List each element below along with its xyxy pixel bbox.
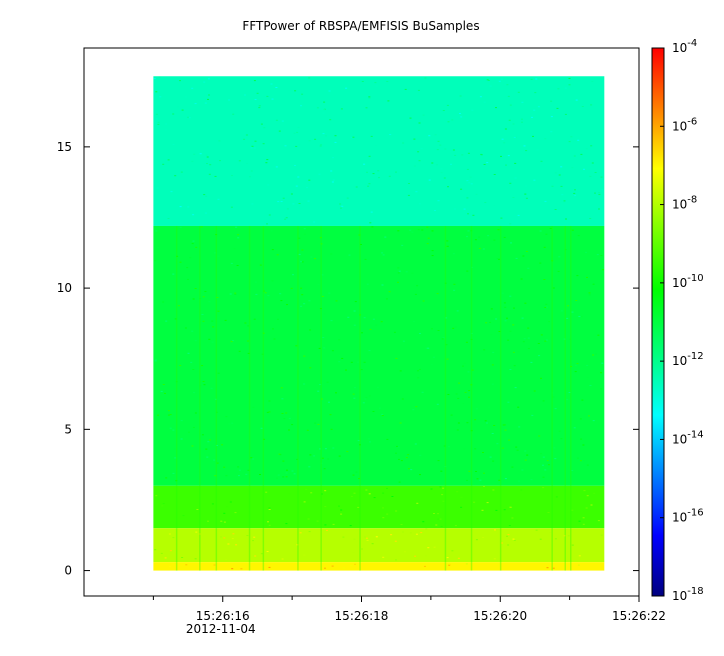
chart-title: FFTPower of RBSPA/EMFISIS BuSamples: [242, 19, 479, 33]
y-tick-label: 15: [57, 140, 72, 154]
colorbar-tick-label: 10-8: [672, 195, 697, 212]
colorbar-tick-label: 10-12: [672, 351, 704, 368]
spectrogram-image: [153, 76, 605, 571]
x-tick-label: 15:26:16: [196, 609, 250, 623]
colorbar-tick-label: 10-16: [672, 508, 704, 525]
y-tick-label: 0: [64, 564, 72, 578]
colorbar: [651, 47, 665, 597]
colorbar-tick-label: 10-18: [672, 586, 704, 603]
y-tick-label: 10: [57, 281, 72, 295]
colorbar-axis: 10-4 10-6 10-8 10-10 10-12 10-14 10-16 10-18: [660, 38, 704, 603]
spectrogram-texture: [153, 76, 604, 570]
colorbar-tick-label: 10-4: [672, 38, 697, 55]
spectrogram-band: [153, 562, 605, 571]
colorbar-tick-label: 10-6: [672, 116, 697, 133]
spectrogram-band: [153, 76, 605, 226]
spectrogram-band: [153, 485, 605, 529]
x-date-label: 2012-11-04: [186, 622, 256, 636]
colorbar-tick-label: 10-14: [672, 429, 704, 446]
spectrogram-streaks: [175, 225, 572, 571]
x-tick-label: 15:26:22: [612, 609, 666, 623]
y-tick-label: 5: [64, 422, 72, 436]
x-tick-label: 15:26:20: [473, 609, 527, 623]
x-tick-label: 15:26:18: [335, 609, 389, 623]
spectrogram-band: [153, 528, 605, 563]
colorbar-tick-label: 10-10: [672, 273, 704, 290]
spectrogram-band: [153, 225, 605, 486]
plot-axes: 0 5 10 15 15:26:16 15:26:18 15:26:20 15:26:22 20…: [57, 140, 666, 636]
